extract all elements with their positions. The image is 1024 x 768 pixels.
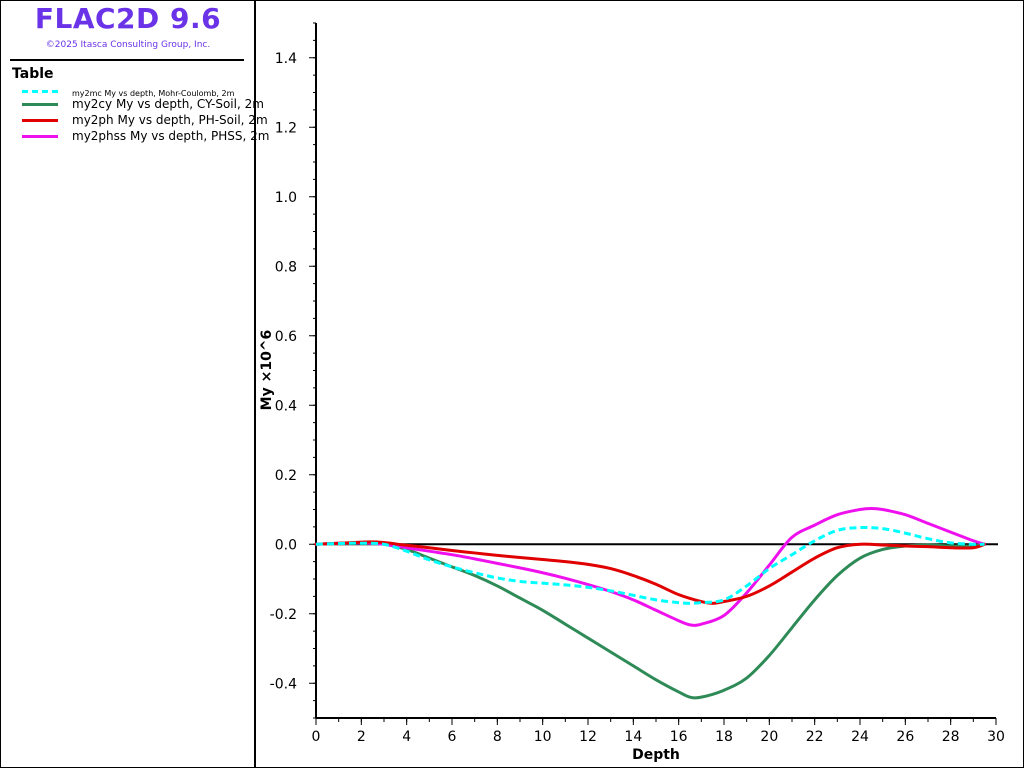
legend-swatch-my2ph <box>22 119 58 122</box>
y-tick-label: 1.4 <box>275 51 297 67</box>
legend-heading: Table <box>12 66 54 82</box>
series-layer <box>314 506 987 700</box>
y-axis-title: My ×10^6 <box>259 330 275 411</box>
x-tick-label: 24 <box>851 729 869 745</box>
series-line-my2cy <box>314 541 987 700</box>
y-tick-label: 1.0 <box>275 190 297 206</box>
legend-label-my2mc: my2mc My vs depth, Mohr-Coulomb, 2m <box>72 89 235 98</box>
legend-panel: FLAC2D 9.6 ©2025 Itasca Consulting Group… <box>0 0 269 768</box>
y-tick-label: 0.4 <box>275 398 297 414</box>
legend-swatch-my2cy <box>22 103 58 106</box>
x-tick-label: 26 <box>896 729 914 745</box>
x-tick-label: 12 <box>579 729 597 745</box>
y-tick-label: 0.2 <box>275 468 297 484</box>
y-tick-label: -0.2 <box>270 607 297 623</box>
x-tick-label: 4 <box>402 729 411 745</box>
series-line-my2mc <box>315 525 985 605</box>
legend-label-my2phss: my2phss My vs depth, PHSS, 2m <box>72 129 270 143</box>
x-tick-label: 6 <box>448 729 457 745</box>
x-tick-label: 16 <box>670 729 688 745</box>
x-tick-label: 2 <box>357 729 366 745</box>
app-copyright: ©2025 Itasca Consulting Group, Inc. <box>45 40 211 50</box>
legend-swatch-my2phss <box>22 135 58 138</box>
x-tick-label: 8 <box>493 729 502 745</box>
chart-plot-area[interactable]: -0.4-0.20.00.20.40.60.81.01.21.40 2 4 6 8 10 1… <box>258 0 1022 766</box>
legend-swatch-my2mc <box>22 90 58 93</box>
series-line-my2ph <box>314 540 987 605</box>
y-tick-label: 0.8 <box>275 259 297 275</box>
x-axis-title: Depth <box>632 747 680 763</box>
y-tick-label: 0.0 <box>275 537 297 553</box>
y-tick-label: 0.6 <box>275 329 297 345</box>
x-tick-label: 18 <box>715 729 733 745</box>
legend-label-my2ph: my2ph My vs depth, PH-Soil, 2m <box>72 113 268 127</box>
y-tick-label: 1.2 <box>275 120 297 136</box>
series-line-my2phss <box>314 506 987 627</box>
chart-axes: -0.4-0.20.00.20.40.60.81.01.21.40 2 4 6 8 10 1… <box>270 22 1005 745</box>
x-tick-label: 10 <box>534 729 552 745</box>
panel-divider <box>10 59 244 61</box>
x-tick-label: 28 <box>942 729 960 745</box>
x-tick-label: 20 <box>760 729 778 745</box>
legend-label-my2cy: my2cy My vs depth, CY-Soil, 2m <box>72 97 264 111</box>
x-tick-label: 30 <box>987 729 1005 745</box>
x-tick-label: 14 <box>624 729 642 745</box>
x-tick-label: 0 <box>312 729 321 745</box>
x-tick-label: 22 <box>806 729 824 745</box>
y-tick-label: -0.4 <box>270 676 297 692</box>
app-title: FLAC2D 9.6 <box>34 2 222 35</box>
